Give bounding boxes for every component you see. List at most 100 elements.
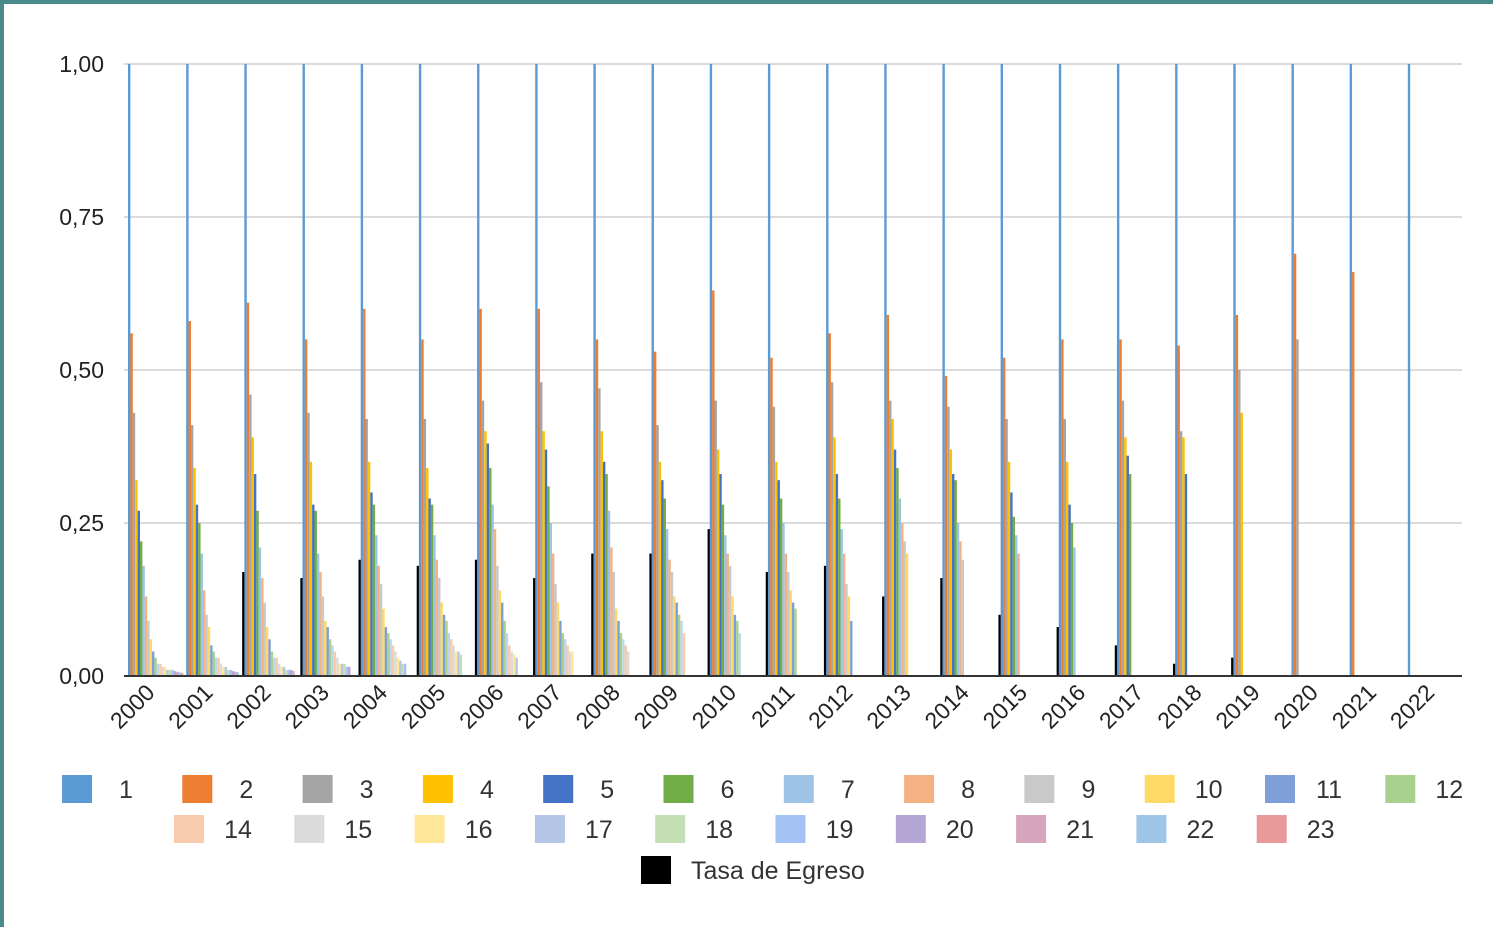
y-tick-label: 0,75 [59, 204, 104, 230]
bar-series-10-2000 [149, 639, 152, 676]
bar-series-17-2005 [457, 651, 460, 676]
bar-series-7-2016 [1073, 547, 1076, 676]
bar-series-11-2005 [442, 614, 446, 676]
bar-series-4-2004 [367, 461, 371, 676]
legend-swatch-16 [414, 815, 445, 843]
bar-series-7-2012 [840, 529, 843, 676]
bar-series-14-2009 [682, 633, 686, 676]
bar-series-6-2015 [1012, 516, 1016, 676]
bar-series-3-2012 [830, 382, 834, 676]
bar-series-15-2006 [510, 651, 514, 676]
bar-series-2-2004 [363, 308, 366, 676]
bar-series-7-2003 [316, 553, 320, 676]
bar-series-7-2015 [1015, 535, 1018, 676]
x-tick-label: 2022 [1385, 679, 1440, 734]
bar-tasa-de-egreso-2015 [1056, 627, 1060, 676]
bar-tasa-de-egreso-2011 [823, 565, 827, 676]
bar-series-4-2011 [775, 461, 778, 676]
bar-series-18-2002 [285, 669, 288, 676]
x-tick-label: 2018 [1152, 679, 1207, 734]
bar-series-12-2000 [154, 657, 157, 676]
bar-series-8-2007 [552, 553, 555, 676]
x-tick-label: 2016 [1036, 679, 1091, 734]
bar-series-14-2007 [566, 645, 569, 676]
bar-series-2-2001 [188, 321, 191, 676]
bar-series-3-2017 [1121, 400, 1125, 676]
bar-series-4-2008 [600, 431, 603, 676]
bar-series-4-2015 [1007, 461, 1011, 676]
bar-series-6-2007 [547, 486, 550, 676]
bar-series-3-2006 [481, 400, 485, 676]
x-tick-label: 2009 [629, 679, 684, 734]
bar-series-2-2018 [1177, 345, 1180, 676]
x-tick-label: 2021 [1327, 679, 1382, 734]
bar-series-8-2010 [726, 553, 729, 676]
bar-series-9-2014 [961, 559, 965, 676]
bar-series-17-2003 [340, 663, 344, 676]
bar-series-1-2010 [709, 64, 713, 676]
bar-series-7-2002 [258, 547, 262, 676]
bar-series-17-2006 [515, 657, 518, 676]
bar-series-14-2006 [508, 645, 511, 676]
legend-swatch-1 [62, 775, 92, 803]
bar-series-12-2006 [503, 620, 506, 676]
bar-series-21-2002 [292, 671, 295, 676]
bar-series-11-2000 [152, 651, 155, 676]
bar-series-4-2006 [484, 431, 487, 676]
bar-series-3-2010 [714, 400, 717, 676]
bar-tasa-de-egreso-2013 [940, 578, 944, 676]
bar-series-10-2006 [498, 590, 502, 676]
legend-label: 18 [705, 816, 733, 844]
bar-series-6-2013 [896, 467, 899, 676]
bar-series-11-2011 [791, 602, 795, 676]
bar-series-10-2002 [265, 627, 269, 676]
x-tick-label: 2013 [861, 679, 916, 734]
bar-series-1-2001 [186, 64, 189, 676]
bar-series-9-2005 [438, 578, 441, 676]
bar-series-21-2000 [176, 671, 179, 676]
bar-series-6-2003 [314, 510, 317, 676]
bar-series-1-2021 [1349, 64, 1353, 676]
bar-series-1-2014 [942, 64, 945, 676]
legend-label: Tasa de Egreso [691, 857, 865, 885]
bar-series-4-2003 [309, 461, 313, 676]
bar-tasa-de-egreso-2001 [242, 571, 246, 676]
bar-series-9-2007 [554, 584, 557, 676]
bar-series-11-2008 [617, 620, 620, 676]
bar-series-1-2012 [826, 64, 829, 676]
bar-series-2-2019 [1235, 314, 1239, 676]
legend-swatch-14 [174, 815, 204, 843]
bar-tasa-de-egreso-2016 [1114, 645, 1118, 676]
bar-series-8-2005 [435, 559, 439, 676]
bar-series-13-2003 [331, 645, 334, 676]
bar-series-3-2007 [540, 382, 543, 676]
bar-series-2-2002 [246, 302, 250, 676]
bar-series-2-2007 [537, 308, 541, 676]
bar-series-2-2015 [1003, 357, 1006, 676]
bar-series-8-2000 [144, 596, 148, 676]
bar-tasa-de-egreso-2003 [358, 559, 362, 676]
bar-series-7-2007 [549, 523, 553, 676]
y-tick-label: 0,50 [59, 357, 104, 383]
bar-series-8-2008 [610, 547, 613, 676]
legend-swatch-15 [294, 815, 325, 843]
bar-series-9-2013 [903, 541, 906, 676]
bar-series-3-2013 [889, 400, 892, 676]
bar-series-18-2005 [459, 654, 463, 676]
bar-series-1-2018 [1175, 64, 1178, 676]
bar-series-8-2009 [668, 559, 671, 676]
bar-series-1-2011 [767, 64, 771, 676]
bar-tasa-de-egreso-2014 [998, 614, 1002, 676]
bar-series-16-2003 [338, 663, 341, 676]
bar-series-2-2021 [1352, 272, 1355, 676]
bar-series-6-2012 [838, 498, 841, 676]
bar-series-5-2015 [1010, 492, 1013, 676]
bar-series-6-2002 [256, 510, 259, 676]
legend-swatch-17 [534, 815, 565, 843]
legend-label: 12 [1435, 776, 1463, 804]
bar-series-4-2014 [949, 449, 953, 676]
bar-series-15-2002 [277, 663, 281, 676]
bar-series-2-2020 [1293, 253, 1297, 676]
bar-series-5-2004 [370, 492, 373, 676]
bar-series-9-2004 [379, 584, 383, 676]
